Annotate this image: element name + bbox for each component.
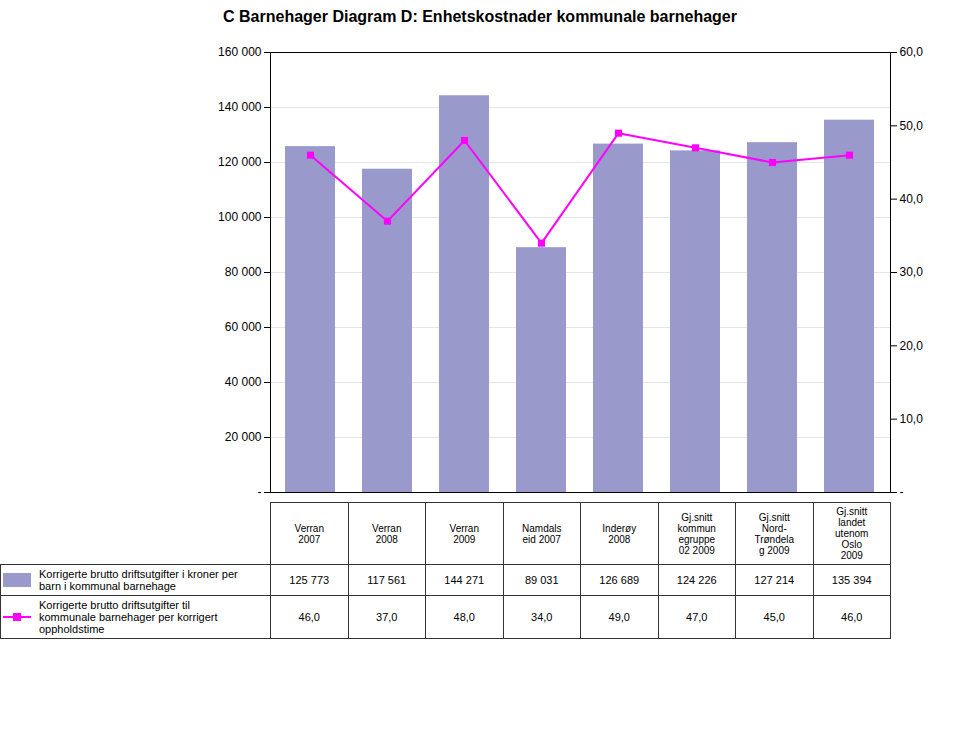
html-text:46,0: 46,0 — [298, 611, 320, 623]
html-text:Inderøy 2008: Inderøy 2008 — [602, 522, 637, 545]
svg-text:140 000: 140 000 — [218, 100, 262, 114]
html-text:Korrigerte brutto driftsutgift: Korrigerte brutto driftsutgifter til kom… — [39, 599, 218, 635]
html-text:Namdals eid 2007: Namdals eid 2007 — [522, 522, 562, 545]
html-text:117 561: 117 561 — [367, 574, 407, 586]
svg-text:30,0: 30,0 — [900, 265, 924, 279]
svg-text:50,0: 50,0 — [900, 119, 924, 133]
html-text:127 214: 127 214 — [754, 574, 795, 586]
html-text:34,0: 34,0 — [531, 611, 553, 623]
svg-text:60,0: 60,0 — [900, 45, 924, 59]
html-text:47,0: 47,0 — [686, 611, 708, 623]
svg-text:40 000: 40 000 — [225, 375, 262, 389]
svg-text:20,0: 20,0 — [900, 339, 924, 353]
html-text:Gj.snitt kommun egruppe 02 200: Gj.snitt kommun egruppe 02 2009 — [677, 511, 716, 556]
html-text:46,0: 46,0 — [841, 611, 863, 623]
svg-text:-: - — [258, 485, 262, 499]
html-text:C Barnehager Diagram D: Enhets: C Barnehager Diagram D: Enhetskostnader … — [223, 8, 737, 25]
html-text:37,0: 37,0 — [376, 611, 398, 623]
html-text:144 271: 144 271 — [444, 574, 485, 586]
svg-text:40,0: 40,0 — [900, 192, 924, 206]
svg-text:60 000: 60 000 — [225, 320, 262, 334]
html-text:Verran 2009: Verran 2009 — [449, 522, 479, 545]
html-text:Verran 2007: Verran 2007 — [294, 522, 324, 545]
html-text:48,0: 48,0 — [453, 611, 475, 623]
html-text:89 031: 89 031 — [524, 574, 559, 586]
html-text:124 226: 124 226 — [676, 574, 717, 586]
html-text:Gj.snitt landet utenom Oslo 20: Gj.snitt landet utenom Oslo 2009 — [835, 506, 869, 561]
svg-text:100 000: 100 000 — [218, 210, 262, 224]
svg-text:10,0: 10,0 — [900, 412, 924, 426]
html-text:Korrigerte brutto driftsutgift: Korrigerte brutto driftsutgifter i krone… — [39, 568, 238, 592]
svg-text:120 000: 120 000 — [218, 155, 262, 169]
svg-text:80 000: 80 000 — [225, 265, 262, 279]
html-text:49,0: 49,0 — [608, 611, 630, 623]
html-text:125 773: 125 773 — [289, 574, 330, 586]
html-text:135 394: 135 394 — [831, 574, 872, 586]
html-text:126 689: 126 689 — [599, 574, 640, 586]
html-text:Verran 2008: Verran 2008 — [372, 522, 402, 545]
html-text:Gj.snitt Nord- Trøndela g 2009: Gj.snitt Nord- Trøndela g 2009 — [754, 511, 795, 556]
svg-text:20 000: 20 000 — [225, 430, 262, 444]
html-text:45,0: 45,0 — [763, 611, 785, 623]
svg-text:-: - — [900, 485, 904, 499]
svg-text:160 000: 160 000 — [218, 45, 262, 59]
